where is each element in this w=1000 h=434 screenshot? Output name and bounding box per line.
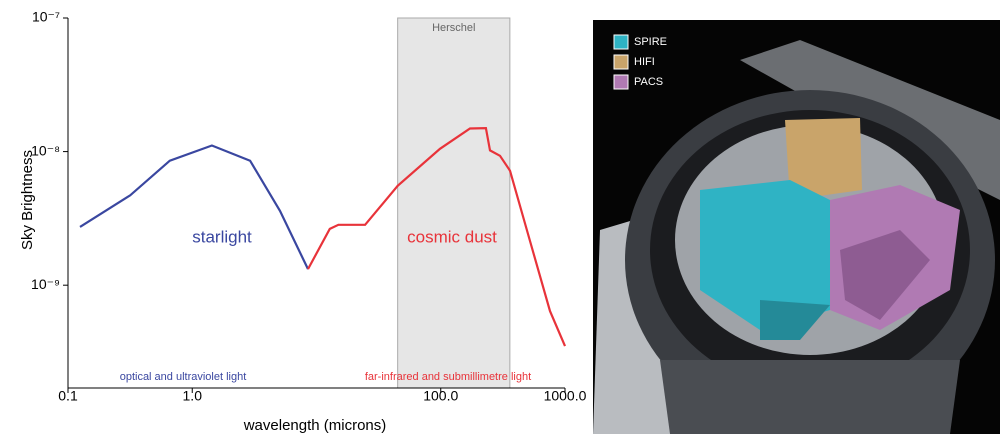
page: SPIRE HIFI PACS Sky Brightness wavelength … bbox=[0, 0, 1000, 434]
y-tick-label: 10⁻⁸ bbox=[31, 142, 60, 158]
x-axis-title: wavelength (microns) bbox=[243, 417, 387, 434]
figure: SPIRE HIFI PACS Sky Brightness wavelength … bbox=[0, 0, 1000, 434]
herschel-band bbox=[398, 18, 510, 388]
legend-label: HIFI bbox=[634, 56, 655, 68]
legend-swatch bbox=[614, 55, 628, 69]
x-tick-label: 100.0 bbox=[423, 388, 458, 404]
annotation: optical and ultraviolet light bbox=[120, 371, 247, 383]
series-label: starlight bbox=[192, 227, 252, 246]
series-line bbox=[80, 146, 308, 270]
legend-swatch bbox=[614, 35, 628, 49]
x-tick-label: 1000.0 bbox=[544, 388, 587, 404]
series-label: cosmic dust bbox=[407, 227, 497, 246]
y-axis-title: Sky Brightness bbox=[19, 150, 36, 250]
legend-swatch bbox=[614, 75, 628, 89]
x-tick-label: 1.0 bbox=[183, 388, 203, 404]
band-label: Herschel bbox=[432, 22, 475, 34]
y-tick-label: 10⁻⁹ bbox=[31, 276, 60, 292]
y-tick-label: 10⁻⁷ bbox=[32, 9, 60, 25]
legend-label: PACS bbox=[634, 76, 663, 88]
x-tick-label: 0.1 bbox=[58, 388, 78, 404]
legend-label: SPIRE bbox=[634, 36, 667, 48]
annotation: far-infrared and submillimetre light bbox=[365, 371, 531, 383]
